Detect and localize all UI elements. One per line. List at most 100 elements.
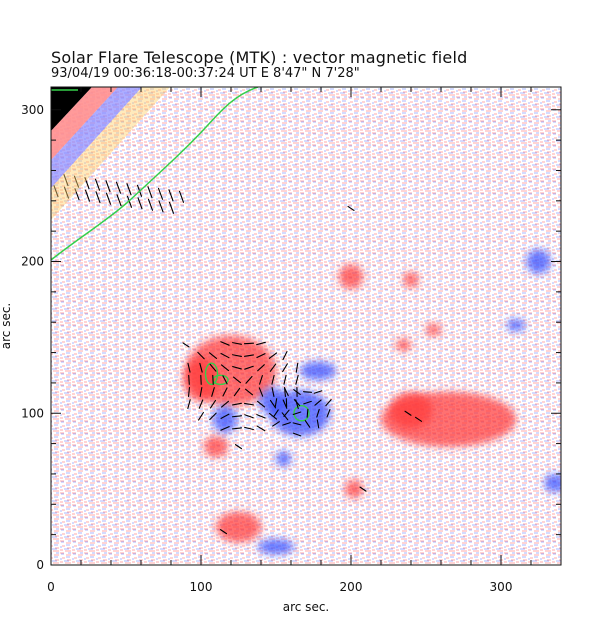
vector-36 — [245, 375, 253, 384]
vector-35 — [244, 388, 254, 396]
vector-116 — [182, 342, 190, 348]
limb-region — [51, 87, 259, 261]
positive-region-8 — [216, 511, 261, 543]
vector-25 — [231, 415, 243, 418]
vector-45 — [257, 364, 265, 372]
vector-95 — [105, 180, 111, 193]
vector-21 — [220, 364, 230, 372]
vector-96 — [105, 192, 112, 205]
vector-115 — [234, 444, 243, 450]
vector-76 — [304, 420, 311, 428]
vector-73 — [292, 411, 302, 416]
positive-region-5 — [204, 436, 228, 458]
vector-79 — [302, 391, 313, 393]
vector-51 — [271, 374, 275, 385]
plot-subtitle: 93/04/19 00:36:18-00:37:24 UT E 8'47" N … — [51, 66, 360, 81]
vector-108 — [168, 201, 175, 214]
vector-48 — [268, 412, 278, 420]
vector-92 — [84, 189, 91, 202]
negative-region-12 — [259, 387, 287, 415]
vector-114 — [347, 205, 355, 211]
vector-37 — [244, 365, 254, 370]
vector-17 — [220, 413, 230, 419]
vector-67 — [282, 422, 291, 426]
limb-band-blue — [51, 87, 142, 188]
vector-83 — [313, 390, 323, 394]
vector-6 — [199, 387, 203, 397]
intensity-contours — [204, 362, 310, 422]
vector-29 — [232, 366, 242, 370]
vector-87 — [63, 174, 69, 187]
vector-9 — [197, 351, 205, 360]
y-tick-label-200: 200 — [21, 255, 44, 269]
vector-91 — [84, 177, 90, 190]
vector-72 — [292, 422, 302, 426]
negative-region-14 — [300, 361, 336, 380]
x-tick-label-200: 200 — [340, 580, 363, 594]
vector-104 — [147, 198, 154, 211]
vector-22 — [220, 352, 230, 359]
vector-103 — [147, 186, 153, 199]
negative-region-15 — [276, 451, 291, 467]
vector-14 — [209, 363, 217, 372]
vector-27 — [233, 387, 241, 397]
vector-99 — [126, 183, 132, 196]
y-tick-label-100: 100 — [21, 406, 44, 420]
positive-region-6 — [345, 480, 363, 499]
vector-98 — [116, 194, 122, 207]
negative-region-16 — [258, 539, 294, 555]
x-tick-label-100: 100 — [190, 580, 213, 594]
vector-113 — [414, 416, 423, 422]
vector-34 — [244, 402, 254, 406]
vector-5 — [198, 399, 204, 409]
x-tick-label-0: 0 — [47, 580, 55, 594]
vector-15 — [208, 352, 218, 359]
vector-46 — [256, 353, 266, 359]
vector-53 — [268, 352, 278, 359]
plot-frame — [50, 86, 562, 566]
vector-1 — [187, 386, 191, 398]
vector-74 — [293, 399, 301, 407]
vector-80 — [316, 419, 320, 429]
vector-94 — [95, 191, 101, 204]
vector-30 — [232, 354, 242, 357]
negative-region-17 — [507, 319, 525, 332]
vector-64 — [272, 421, 280, 427]
field-background — [51, 87, 561, 565]
vector-16 — [220, 426, 230, 431]
positive-region-10 — [396, 338, 411, 352]
vector-43 — [258, 387, 264, 397]
x-axis-label: arc sec. — [283, 600, 329, 614]
vector-86 — [53, 185, 59, 198]
vector-68 — [283, 409, 290, 417]
vector-41 — [256, 414, 266, 419]
y-tick-label-0: 0 — [36, 558, 44, 572]
vector-28 — [232, 376, 242, 384]
vector-63 — [295, 362, 299, 373]
vector-62 — [295, 374, 299, 385]
vector-109 — [178, 190, 185, 203]
vector-44 — [259, 375, 263, 385]
vector-33 — [244, 414, 254, 419]
vector-84 — [326, 408, 331, 418]
vector-82 — [314, 399, 322, 406]
positive-region-9 — [403, 272, 419, 288]
vector-81 — [316, 408, 320, 418]
positive-region-3 — [390, 392, 432, 429]
vector-18 — [220, 400, 230, 408]
y-tick-label-300: 300 — [21, 103, 44, 117]
contour-2 — [293, 404, 310, 422]
vector-66 — [274, 398, 278, 408]
negative-region-19 — [526, 249, 551, 274]
vector-24 — [231, 427, 243, 430]
vector-50 — [271, 387, 275, 397]
vector-8 — [199, 362, 203, 373]
vector-0 — [187, 399, 191, 410]
vector-38 — [244, 354, 254, 357]
vector-107 — [168, 189, 174, 202]
vector-88 — [63, 186, 70, 199]
vector-19 — [222, 387, 228, 397]
vector-10 — [209, 412, 217, 421]
vector-110 — [219, 529, 228, 535]
